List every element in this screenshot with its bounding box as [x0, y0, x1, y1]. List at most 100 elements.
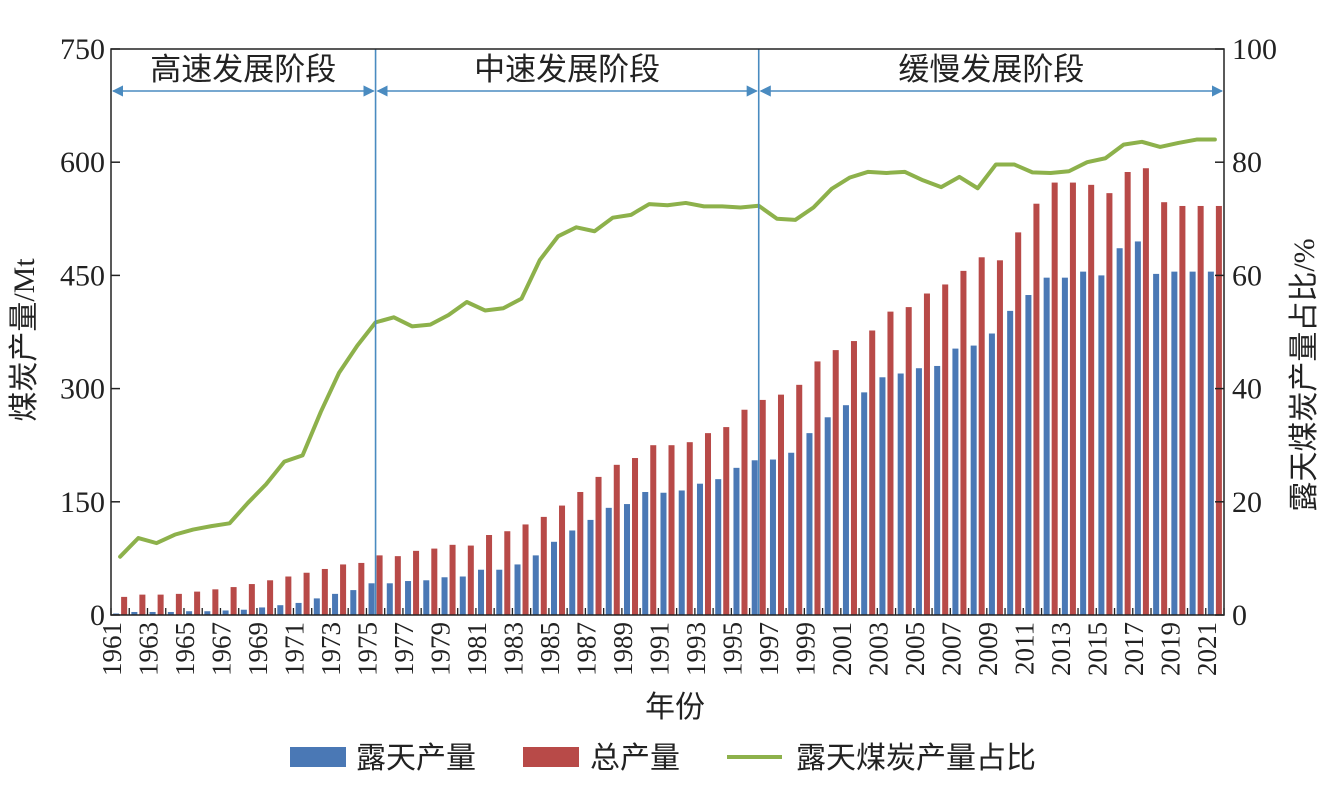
bar-total-1969 — [267, 580, 274, 615]
bar-total-1991 — [668, 445, 675, 615]
x-axis: 1961 1963 1965 1967 1969 1971 1973 1975 1977 1979… — [97, 608, 1225, 676]
bar-open-pit-1997 — [769, 459, 776, 615]
left-tick-label: 600 — [60, 146, 105, 179]
y-axis-label-right: 露天煤炭产量占比/% — [1288, 238, 1321, 511]
bar-open-pit-2002 — [861, 392, 868, 615]
x-tick-label: 1965 — [170, 622, 200, 676]
bar-total-1973 — [340, 564, 347, 615]
x-tick-label: 1999 — [790, 622, 820, 676]
x-tick-label: 1977 — [389, 622, 419, 676]
phase-layer: 高速发展阶段 中速发展阶段 缓慢发展阶段 — [111, 49, 1224, 615]
bar-total-2019 — [1179, 205, 1186, 615]
bar-total-2020 — [1197, 205, 1204, 615]
line-open-pit-share — [118, 137, 1217, 559]
x-tick-label: 1985 — [535, 622, 565, 676]
bar-total-2015 — [1106, 193, 1113, 615]
right-tick-label: 80 — [1232, 146, 1262, 179]
x-tick-label: 2011 — [1009, 622, 1039, 675]
bar-open-pit-1966 — [204, 611, 211, 615]
bar-total-1961 — [121, 596, 128, 615]
x-tick-label: 1973 — [316, 622, 346, 676]
bar-total-2004 — [905, 307, 912, 615]
bar-total-1972 — [321, 568, 328, 615]
x-tick-label: 1979 — [425, 622, 455, 676]
bar-total-2016 — [1124, 172, 1131, 615]
legend-swatch-open-pit — [290, 747, 346, 767]
bar-open-pit-1982 — [496, 569, 503, 615]
legend: 露天产量 总产量 露天煤炭产量占比 — [290, 742, 1036, 775]
bar-total-2003 — [887, 311, 894, 615]
bar-total-1987 — [595, 476, 602, 615]
x-tick-label: 2003 — [863, 622, 893, 676]
bar-open-pit-1979 — [441, 577, 448, 615]
bar-total-1974 — [358, 562, 365, 615]
bar-total-2014 — [1088, 184, 1095, 615]
bar-open-pit-2017 — [1134, 241, 1141, 615]
bar-open-pit-1993 — [696, 483, 703, 615]
bar-open-pit-2018 — [1153, 273, 1160, 615]
bar-total-1994 — [723, 427, 730, 615]
bar-open-pit-1967 — [222, 610, 229, 615]
bar-total-1982 — [504, 531, 511, 615]
bar-open-pit-1999 — [806, 433, 813, 615]
bar-total-1985 — [559, 505, 566, 615]
x-tick-label: 1997 — [754, 622, 784, 676]
x-tick-label: 1995 — [717, 622, 747, 676]
bar-open-pit-1976 — [386, 583, 393, 615]
bar-open-pit-1980 — [459, 576, 466, 615]
bar-open-pit-1989 — [623, 504, 631, 615]
bar-total-1971 — [303, 572, 310, 615]
bar-total-2000 — [832, 350, 839, 615]
bar-total-2008 — [978, 257, 985, 615]
bar-total-1989 — [632, 458, 639, 615]
phase-label-2: 缓慢发展阶段 — [898, 52, 1084, 87]
x-tick-label: 1967 — [207, 622, 237, 676]
bar-open-pit-2003 — [879, 377, 886, 615]
x-tick-label: 1983 — [498, 622, 528, 676]
legend-label-open-pit: 露天产量 — [356, 742, 476, 775]
bar-total-1986 — [577, 491, 584, 615]
x-tick-label: 1989 — [608, 622, 638, 676]
bar-open-pit-1983 — [514, 564, 521, 615]
bar-open-pit-1996 — [751, 460, 758, 615]
bar-total-1975 — [376, 555, 383, 615]
bar-total-1997 — [777, 394, 784, 615]
right-tick-label: 20 — [1232, 486, 1262, 519]
bar-total-1988 — [613, 464, 620, 615]
bar-open-pit-1965 — [186, 611, 193, 615]
left-tick-label: 150 — [60, 486, 105, 519]
x-tick-label: 2005 — [900, 622, 930, 676]
bar-total-2018 — [1161, 202, 1168, 615]
bar-open-pit-1995 — [733, 467, 740, 615]
phase-label-0: 高速发展阶段 — [150, 52, 336, 87]
bar-total-1993 — [704, 433, 712, 615]
bar-total-1995 — [741, 409, 748, 615]
bar-open-pit-1987 — [587, 519, 594, 615]
bar-open-pit-2009 — [988, 333, 995, 615]
x-tick-label: 2021 — [1192, 622, 1222, 676]
bar-open-pit-1961 — [113, 613, 120, 615]
x-tick-label: 2019 — [1155, 622, 1185, 676]
legend-swatch-total — [523, 747, 579, 767]
bar-open-pit-2020 — [1189, 271, 1196, 615]
left-tick-label: 750 — [60, 33, 105, 66]
bar-open-pit-2019 — [1171, 271, 1178, 615]
bar-open-pit-2006 — [934, 365, 941, 615]
bar-open-pit-1969 — [259, 607, 266, 615]
y-axis-label-left: 煤炭产量/Mt — [8, 258, 41, 422]
bar-total-1962 — [139, 594, 146, 615]
bar-open-pit-2015 — [1098, 275, 1105, 615]
left-axis: 0 150 300 450 600 750 — [60, 33, 120, 632]
bar-open-pit-1991 — [660, 492, 667, 615]
left-tick-label: 450 — [60, 259, 105, 292]
x-tick-label: 1975 — [352, 622, 382, 676]
left-tick-label: 0 — [90, 599, 105, 632]
bar-open-pit-1984 — [532, 555, 539, 615]
bar-total-1999 — [814, 361, 821, 615]
bar-total-1979 — [449, 544, 456, 615]
bar-total-1996 — [759, 399, 766, 615]
x-tick-label: 2001 — [827, 622, 857, 676]
x-tick-label: 2015 — [1082, 622, 1112, 676]
bar-total-1992 — [686, 442, 693, 615]
bar-open-pit-1964 — [167, 611, 174, 615]
